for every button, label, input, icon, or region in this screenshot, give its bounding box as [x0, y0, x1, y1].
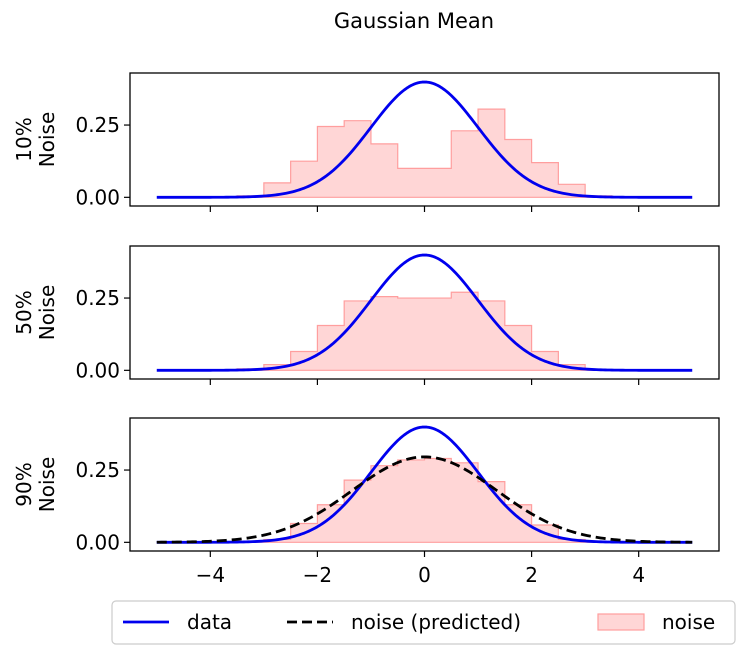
chart-title: Gaussian Mean [334, 9, 494, 33]
noise-histogram [237, 457, 612, 543]
data-curve [156, 425, 693, 544]
panel-3: 0.00 0.25 −4 −2 0 2 4 90% Noise [12, 417, 720, 587]
x-tick-label: 4 [632, 563, 645, 587]
y-tick-label: 0.00 [75, 358, 120, 382]
data-curve [156, 253, 693, 372]
y-axis-label-line2: Noise [35, 112, 59, 167]
x-tick-label: −4 [196, 563, 225, 587]
panel-2: 0.00 0.25 50% Noise [12, 245, 720, 385]
y-tick-label: 0.00 [75, 530, 120, 554]
y-axis-label-line2: Noise [35, 285, 59, 340]
y-axis-label-line1: 90% [12, 462, 36, 506]
y-axis-label-line1: 10% [12, 117, 36, 161]
y-axis-label-line1: 50% [12, 290, 36, 334]
x-tick-label: 2 [525, 563, 538, 587]
y-axis-label-line2: Noise [35, 457, 59, 512]
y-tick-label: 0.00 [75, 185, 120, 209]
legend: data noise (predicted) noise [111, 600, 736, 645]
predicted-noise-curve [156, 455, 693, 544]
x-tick-label: −2 [303, 563, 332, 587]
legend-label: noise (predicted) [351, 610, 521, 634]
y-tick-label: 0.25 [75, 113, 120, 137]
legend-swatch-noise [597, 613, 645, 631]
y-tick-label: 0.25 [75, 458, 120, 482]
noise-histogram [236, 108, 613, 198]
y-tick-label: 0.25 [75, 286, 120, 310]
legend-box [111, 600, 736, 645]
panel-1: 0.00 0.25 10% Noise [12, 72, 720, 212]
x-tick-label: 0 [418, 563, 431, 587]
legend-label: noise [662, 610, 715, 634]
data-curve [156, 80, 693, 199]
legend-label: data [187, 610, 232, 634]
noise-histogram [236, 291, 612, 371]
